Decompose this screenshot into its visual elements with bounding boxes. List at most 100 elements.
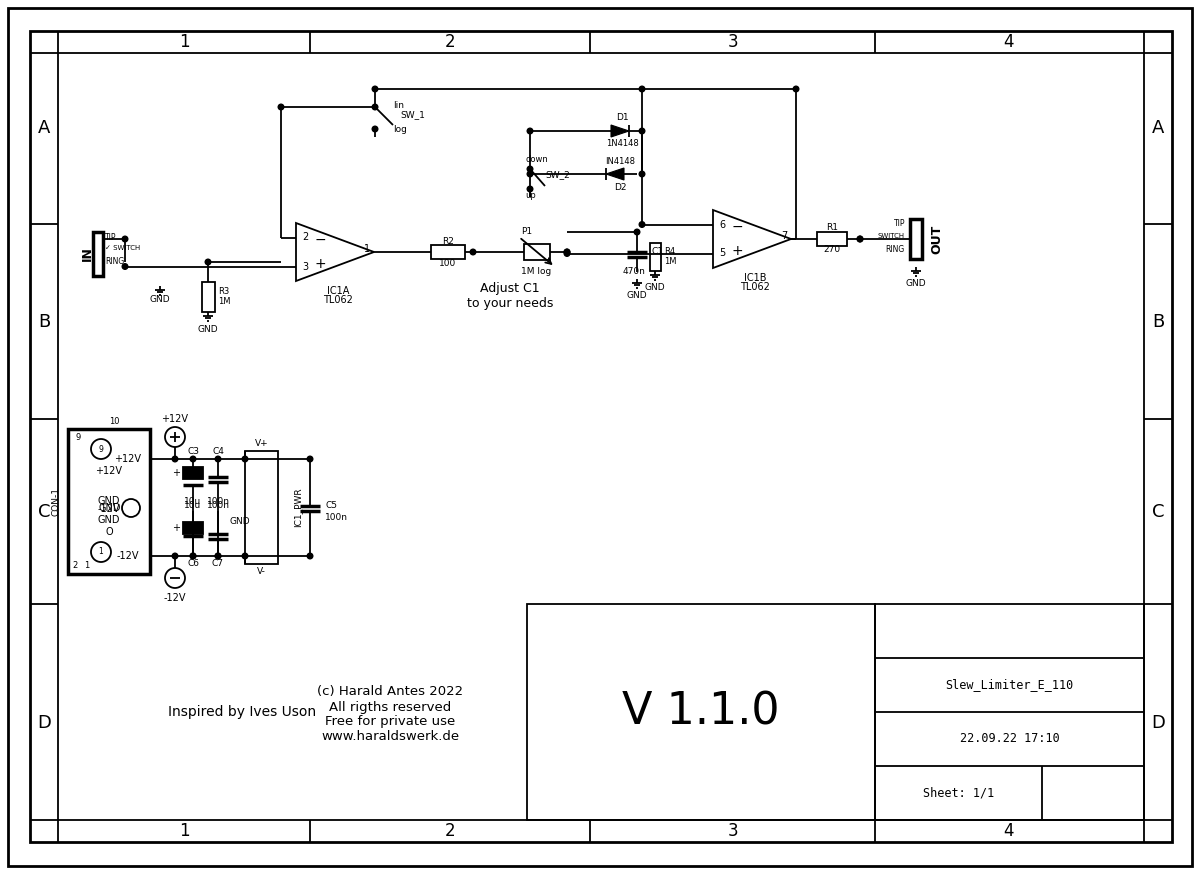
Circle shape	[190, 456, 196, 461]
Text: TIP: TIP	[106, 232, 116, 241]
Circle shape	[122, 236, 128, 242]
Circle shape	[527, 171, 533, 177]
Text: A: A	[38, 119, 50, 137]
Text: GND: GND	[97, 496, 120, 507]
Text: 2: 2	[445, 822, 455, 840]
Text: C3: C3	[187, 447, 199, 456]
Circle shape	[215, 553, 221, 558]
Text: 1: 1	[98, 547, 103, 557]
Text: 4: 4	[1003, 33, 1014, 51]
Text: CON-1: CON-1	[52, 487, 60, 516]
Circle shape	[173, 456, 178, 461]
Text: ✓ SWITCH: ✓ SWITCH	[106, 245, 140, 251]
Text: IC1A: IC1A	[326, 286, 349, 296]
Text: GND: GND	[626, 292, 647, 301]
Text: up: up	[526, 191, 535, 200]
Bar	[245, 451, 278, 564]
Text: GND
O: GND O	[97, 515, 120, 537]
Circle shape	[215, 456, 221, 461]
Bar	[182, 522, 203, 534]
Text: 3: 3	[727, 33, 738, 51]
Bar	[524, 244, 550, 260]
Bar	[817, 232, 847, 246]
Circle shape	[307, 553, 313, 558]
Text: RING: RING	[106, 258, 125, 267]
Text: 6: 6	[719, 219, 725, 230]
Circle shape	[190, 553, 196, 558]
Text: All rigths reserved: All rigths reserved	[329, 700, 451, 713]
Text: 1M: 1M	[664, 256, 677, 266]
Text: 22.09.22 17:10: 22.09.22 17:10	[960, 732, 1060, 746]
Text: 3: 3	[727, 822, 738, 840]
Text: C5: C5	[325, 502, 337, 510]
Text: 5: 5	[719, 248, 725, 259]
Text: 100n: 100n	[206, 502, 229, 510]
Circle shape	[122, 264, 128, 269]
Text: 1: 1	[179, 822, 190, 840]
Text: IN4148: IN4148	[605, 156, 635, 165]
Text: V-: V-	[257, 567, 266, 577]
Circle shape	[640, 87, 644, 92]
Text: P1: P1	[521, 227, 532, 237]
Text: GND: GND	[644, 282, 665, 292]
Text: OUT: OUT	[930, 225, 943, 253]
Bar	[68, 429, 150, 574]
Text: lin: lin	[394, 101, 404, 109]
Text: 1M: 1M	[218, 297, 230, 307]
Circle shape	[470, 249, 475, 255]
Text: TL062: TL062	[323, 295, 353, 305]
Bar	[202, 282, 215, 312]
Text: 2: 2	[445, 33, 455, 51]
Text: R3: R3	[218, 288, 229, 296]
Bar	[649, 243, 660, 271]
Text: D: D	[37, 714, 50, 732]
Text: −: −	[731, 220, 743, 234]
Text: GND: GND	[230, 517, 251, 526]
Text: R4: R4	[664, 246, 676, 255]
Circle shape	[527, 166, 533, 172]
Text: down: down	[526, 155, 547, 163]
Circle shape	[242, 553, 248, 558]
Circle shape	[857, 236, 863, 242]
Circle shape	[278, 104, 284, 110]
Text: 10u: 10u	[185, 502, 202, 510]
Text: 1: 1	[179, 33, 190, 51]
Text: C4: C4	[212, 447, 224, 456]
Text: GND: GND	[198, 325, 218, 335]
Text: Slew_Limiter_E_110: Slew_Limiter_E_110	[946, 678, 1074, 691]
Circle shape	[173, 553, 178, 558]
Text: 470n: 470n	[623, 267, 646, 276]
Text: +: +	[314, 257, 326, 271]
Text: IN: IN	[80, 246, 94, 261]
Text: 7: 7	[781, 231, 787, 241]
Text: C1: C1	[650, 247, 662, 256]
Text: C: C	[37, 503, 50, 521]
Text: +12V: +12V	[114, 454, 142, 464]
Circle shape	[564, 251, 570, 256]
Text: 1: 1	[364, 244, 370, 254]
Text: 270: 270	[823, 246, 840, 254]
Text: R2: R2	[442, 237, 454, 246]
Text: IC1B: IC1B	[744, 273, 767, 283]
Text: RING: RING	[886, 245, 905, 253]
Circle shape	[527, 186, 533, 191]
Text: TL062: TL062	[740, 282, 770, 292]
Text: GND: GND	[150, 295, 170, 304]
Text: 2: 2	[72, 561, 77, 571]
Text: 9: 9	[76, 433, 82, 441]
Text: 10u: 10u	[185, 497, 202, 507]
Text: 1M log: 1M log	[521, 267, 551, 275]
Bar	[910, 219, 922, 259]
Text: 4: 4	[1003, 822, 1014, 840]
Text: C: C	[1152, 503, 1164, 521]
Text: +12V: +12V	[162, 414, 188, 424]
Text: 2: 2	[302, 232, 308, 242]
Text: 1N4148: 1N4148	[606, 140, 638, 149]
Circle shape	[372, 126, 378, 132]
Text: +: +	[731, 244, 743, 258]
Text: D2: D2	[613, 183, 626, 191]
Circle shape	[564, 249, 570, 255]
Text: IC1_PWR: IC1_PWR	[294, 488, 302, 527]
Text: SW_1: SW_1	[400, 110, 425, 120]
Text: Free for private use: Free for private use	[325, 716, 455, 729]
